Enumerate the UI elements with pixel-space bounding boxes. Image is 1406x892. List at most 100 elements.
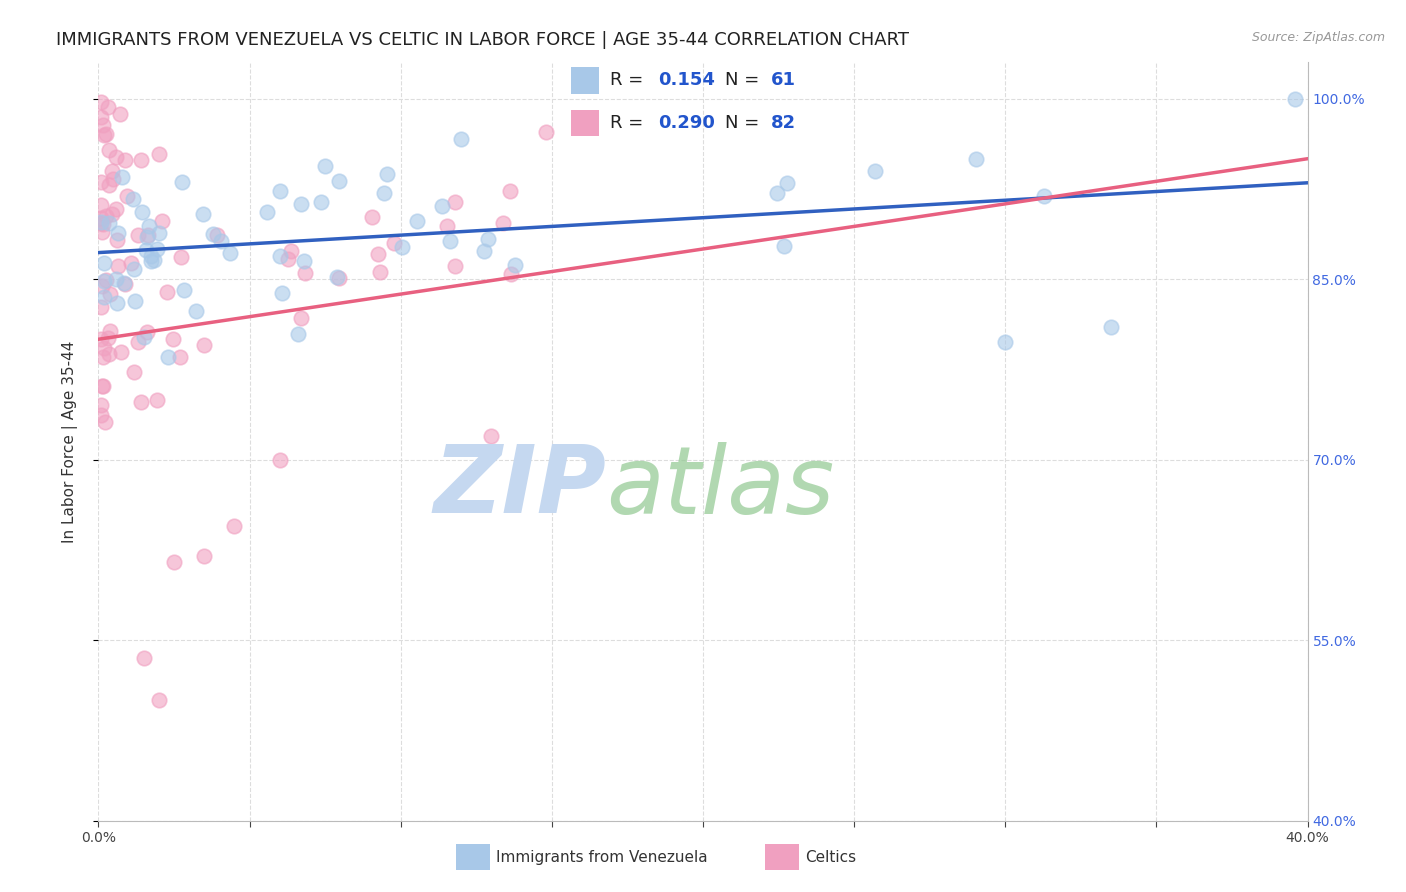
Text: N =: N = [725,71,765,89]
Point [97,331,120,345]
Point [90,300,112,314]
Point [90,211,112,225]
Point [120,255,142,269]
Point [269,452,291,467]
Point [91,118,114,132]
Point [93,290,115,304]
Text: IMMIGRANTS FROM VENEZUELA VS CELTIC IN LABOR FORCE | AGE 35-44 CORRELATION CHART: IMMIGRANTS FROM VENEZUELA VS CELTIC IN L… [56,31,910,49]
Point [143,253,166,268]
Point [98,324,121,338]
Point [474,244,496,258]
Point [492,216,515,230]
Text: ZIP: ZIP [433,441,606,533]
Point [111,169,134,184]
Point [90,332,112,346]
Point [94,127,117,141]
Point [163,555,186,569]
Point [91,350,114,364]
Point [100,164,122,178]
Point [328,174,350,188]
Point [169,350,191,364]
Point [90,215,112,229]
Point [96,210,118,224]
Point [96,273,118,287]
Text: Immigrants from Venezuela: Immigrants from Venezuela [496,850,707,864]
Bar [571,110,599,136]
Text: R =: R = [610,114,650,132]
Point [91,225,114,239]
Point [90,110,112,124]
Point [391,239,413,253]
Point [93,128,115,142]
Point [107,260,129,274]
Text: Source: ZipAtlas.com: Source: ZipAtlas.com [1251,31,1385,45]
Point [218,246,240,260]
Text: R =: R = [610,71,650,89]
Point [776,176,799,190]
Point [503,259,526,273]
Point [132,329,155,343]
Point [269,184,291,198]
Point [499,184,522,198]
Point [150,214,173,228]
Point [193,207,215,221]
Point [93,274,115,288]
Point [136,227,159,242]
Bar [765,845,799,870]
Point [450,132,472,146]
Point [367,247,389,261]
Point [294,253,316,268]
Point [105,150,128,164]
Point [170,250,193,264]
Point [309,194,332,209]
Point [114,277,136,291]
Point [105,233,128,247]
Point [107,226,129,240]
Point [170,175,193,189]
Point [271,285,294,300]
Point [965,152,987,166]
Point [256,204,278,219]
Point [90,198,112,212]
Point [148,147,170,161]
Text: N =: N = [725,114,765,132]
Point [146,393,169,408]
Bar [571,67,599,94]
Point [101,207,124,221]
Point [94,415,117,429]
Point [375,168,398,182]
Point [127,335,149,350]
Point [117,188,139,202]
Point [98,286,121,301]
Point [373,186,395,200]
Point [766,186,789,201]
Point [138,219,160,233]
Point [269,249,291,263]
Point [156,350,179,364]
Point [90,398,112,412]
Point [108,106,131,120]
Point [772,238,794,252]
Point [90,408,112,422]
Text: 61: 61 [770,71,796,89]
Point [863,164,886,178]
Point [91,217,114,231]
Point [122,262,145,277]
Point [328,271,350,285]
Point [368,265,391,279]
Point [90,278,112,293]
Point [294,266,316,280]
Point [146,242,169,256]
Point [224,518,246,533]
Point [135,243,157,257]
Point [326,269,349,284]
Point [444,259,467,273]
Y-axis label: In Labor Force | Age 35-44: In Labor Force | Age 35-44 [62,341,77,542]
Point [382,236,405,251]
Point [436,219,458,233]
Point [91,379,114,393]
Point [1284,91,1306,105]
Point [122,365,145,379]
Point [127,227,149,242]
Point [104,271,127,285]
